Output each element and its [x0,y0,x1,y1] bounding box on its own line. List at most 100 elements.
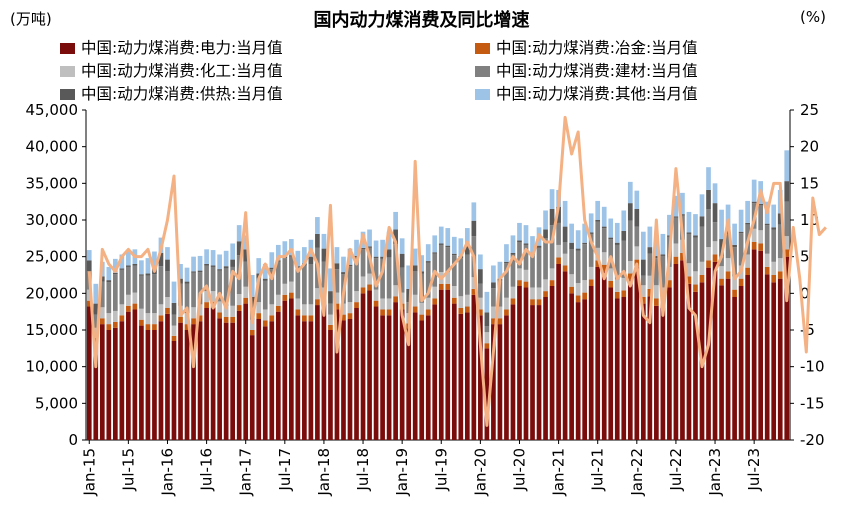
bar-segment-4 [386,257,392,299]
bar-segment-5 [360,247,366,250]
bar-segment-1 [171,341,177,440]
bar-segment-5 [614,242,620,245]
bar-segment-2 [510,298,516,305]
legend-item: 中国:动力煤消费:供热:当月值 [60,82,283,104]
bar-segment-2 [354,302,359,308]
bar-segment-1 [784,256,790,440]
bar-segment-5 [86,260,92,272]
bar-segment-4 [784,201,790,237]
bar-segment-2 [275,305,281,312]
left-tick-label: 45,000 [26,101,79,119]
bar-segment-2 [725,271,731,279]
bar-segment-6 [341,256,346,273]
bar-segment-1 [451,303,457,440]
bar-segment-3 [106,313,112,325]
bar-segment-4 [491,288,496,307]
bar-segment-1 [680,260,685,440]
bar-segment-3 [171,325,177,336]
bar-segment-2 [530,299,535,306]
bar-segment-6 [517,222,522,241]
bar-segment-5 [99,276,105,282]
bar-segment-2 [204,302,209,308]
legend-label: 中国:动力煤消费:电力:当月值 [81,39,283,57]
bar-segment-2 [478,309,483,316]
bar-segment-6 [178,264,183,279]
x-tick-label: Jan-23 [706,448,724,497]
bar-segment-2 [86,300,92,307]
bar-segment-2 [680,253,685,261]
bar-segment-4 [451,255,457,286]
bar-segment-1 [210,308,216,440]
bar-segment-6 [152,251,157,267]
bar-segment-3 [771,261,777,275]
bar-segment-5 [738,231,744,234]
bar-segment-1 [556,264,561,440]
bar-segment-6 [249,275,255,297]
bar-segment-4 [445,247,451,273]
bar-segment-4 [517,242,522,269]
legend-label: 中国:动力煤消费:其他:当月值 [496,85,698,103]
bar-segment-5 [380,256,385,259]
legend-label: 中国:动力煤消费:建材:当月值 [496,62,698,80]
bar-segment-1 [458,313,464,440]
bar-segment-5 [699,216,705,227]
bar-segment-1 [575,302,581,440]
bar-segment-2 [706,260,711,268]
bar-segment-1 [445,289,451,440]
legend-item: 中国:动力煤消费:冶金:当月值 [475,36,698,58]
bar-segment-6 [217,254,222,270]
bar-segment-6 [523,225,529,244]
bar-segment-2 [282,294,288,301]
bar-segment-4 [608,239,614,269]
bar-segment-3 [367,273,372,285]
bar-segment-3 [614,279,620,292]
bar-segment-2 [184,324,190,330]
bar-segment-1 [99,324,105,440]
bar-segment-1 [386,315,392,440]
bar-segment-1 [654,305,659,440]
bar-segment-3 [445,272,451,284]
bar-segment-2 [758,243,764,251]
bar-segment-6 [621,210,627,231]
bar-segment-1 [145,330,151,440]
bar-segment-4 [725,233,731,259]
bar-segment-2 [341,314,346,321]
bar-segment-1 [236,310,242,440]
bar-segment-2 [217,312,222,319]
bar-segment-1 [438,289,444,440]
bar-segment-2 [373,300,379,307]
bar-segment-6 [667,214,672,236]
bar-segment-2 [667,280,672,288]
bar-segment-1 [419,320,425,440]
bar-segment-5 [321,248,327,262]
bar-segment-5 [582,242,588,245]
bar-segment-5 [158,253,164,267]
bar-segment-3 [627,261,633,274]
bar-segment-3 [282,283,288,295]
legend-swatch [475,89,490,100]
bar-segment-5 [112,272,118,275]
bar-segment-3 [230,305,236,317]
bar-segment-1 [119,321,125,440]
bar-segment-5 [647,247,653,254]
bar-segment-6 [256,258,262,274]
bar-segment-4 [360,249,366,277]
bar-segment-5 [712,203,718,223]
bar-segment-3 [360,276,366,288]
bar-segment-5 [771,227,777,230]
legend-item: 中国:动力煤消费:其他:当月值 [475,82,698,104]
bar-segment-5 [315,233,320,248]
bar-segment-1 [647,296,653,440]
bar-segment-4 [673,217,679,244]
bar-segment-6 [686,211,692,233]
bar-segment-1 [367,290,372,440]
right-tick-label: 0 [800,284,810,302]
x-tick-label: Jan-17 [237,448,255,497]
bar-segment-3 [373,289,379,301]
bar-segment-6 [432,235,438,253]
bar-segment-2 [582,292,588,300]
bar-segment-1 [497,324,503,440]
bar-segment-3 [243,286,249,298]
bar-segment-2 [243,297,249,304]
